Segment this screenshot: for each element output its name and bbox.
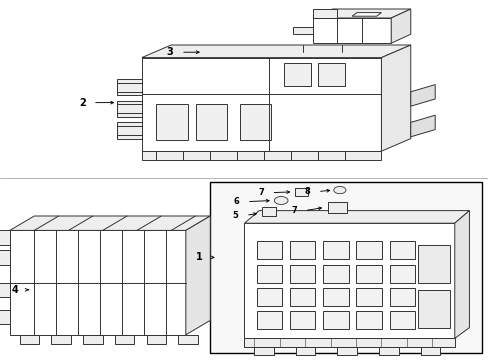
Polygon shape	[356, 241, 381, 259]
Text: 7: 7	[258, 188, 264, 197]
Polygon shape	[381, 45, 410, 151]
Polygon shape	[293, 27, 312, 34]
Polygon shape	[117, 79, 142, 95]
Text: 1: 1	[196, 252, 203, 262]
Polygon shape	[337, 347, 356, 355]
Polygon shape	[417, 290, 449, 328]
Polygon shape	[0, 230, 10, 245]
Circle shape	[338, 47, 346, 53]
Polygon shape	[327, 202, 346, 213]
Polygon shape	[312, 9, 410, 18]
Polygon shape	[323, 288, 348, 306]
Polygon shape	[410, 115, 434, 137]
Polygon shape	[351, 13, 381, 16]
Polygon shape	[289, 265, 315, 283]
Polygon shape	[289, 241, 315, 259]
Polygon shape	[185, 216, 210, 335]
Polygon shape	[244, 223, 454, 338]
Polygon shape	[256, 288, 282, 306]
Text: 2: 2	[79, 98, 85, 108]
Text: 8: 8	[304, 187, 310, 196]
Polygon shape	[356, 288, 381, 306]
Text: 4: 4	[12, 285, 19, 295]
Polygon shape	[289, 288, 315, 306]
Ellipse shape	[274, 197, 287, 204]
Polygon shape	[389, 288, 414, 306]
Polygon shape	[244, 338, 454, 347]
Polygon shape	[10, 216, 210, 230]
Polygon shape	[256, 265, 282, 283]
Polygon shape	[0, 250, 10, 265]
Polygon shape	[51, 335, 71, 344]
Polygon shape	[295, 347, 315, 355]
Ellipse shape	[333, 186, 346, 194]
Polygon shape	[389, 241, 414, 259]
Polygon shape	[83, 335, 102, 344]
Polygon shape	[20, 335, 39, 344]
Text: 7: 7	[291, 206, 297, 215]
Polygon shape	[410, 85, 434, 106]
Text: 3: 3	[166, 47, 173, 57]
Polygon shape	[356, 311, 381, 329]
Polygon shape	[312, 9, 337, 18]
Polygon shape	[0, 283, 10, 297]
Polygon shape	[389, 265, 414, 283]
Polygon shape	[323, 265, 348, 283]
Polygon shape	[142, 151, 381, 160]
Polygon shape	[117, 101, 142, 117]
Polygon shape	[261, 207, 276, 216]
Polygon shape	[356, 265, 381, 283]
Polygon shape	[117, 122, 142, 139]
Polygon shape	[256, 241, 282, 259]
Polygon shape	[195, 104, 227, 140]
Polygon shape	[323, 311, 348, 329]
Polygon shape	[0, 310, 10, 324]
Polygon shape	[178, 335, 198, 344]
Polygon shape	[390, 9, 410, 43]
Polygon shape	[317, 63, 344, 86]
Circle shape	[372, 47, 380, 53]
Polygon shape	[378, 347, 398, 355]
Circle shape	[264, 47, 272, 53]
Circle shape	[299, 47, 306, 53]
Polygon shape	[312, 18, 390, 43]
Polygon shape	[115, 335, 134, 344]
Polygon shape	[142, 45, 410, 58]
Polygon shape	[156, 104, 188, 140]
Polygon shape	[294, 188, 307, 196]
Polygon shape	[289, 311, 315, 329]
Polygon shape	[454, 211, 468, 338]
Polygon shape	[417, 245, 449, 283]
Bar	[210, 182, 481, 353]
Polygon shape	[389, 311, 414, 329]
Polygon shape	[256, 311, 282, 329]
Polygon shape	[283, 63, 310, 86]
Polygon shape	[323, 241, 348, 259]
Polygon shape	[146, 335, 166, 344]
Polygon shape	[10, 230, 185, 335]
Polygon shape	[239, 104, 271, 140]
Text: 6: 6	[233, 197, 239, 206]
Polygon shape	[420, 347, 439, 355]
Polygon shape	[244, 211, 468, 223]
Text: 5: 5	[232, 211, 238, 220]
Polygon shape	[254, 347, 273, 355]
Polygon shape	[142, 58, 381, 151]
